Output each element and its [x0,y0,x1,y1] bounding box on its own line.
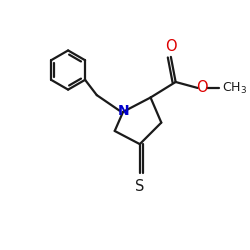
Text: O: O [165,39,177,54]
Text: O: O [196,80,208,96]
Text: N: N [117,104,129,118]
Text: CH$_3$: CH$_3$ [222,80,247,96]
Text: S: S [135,180,144,194]
